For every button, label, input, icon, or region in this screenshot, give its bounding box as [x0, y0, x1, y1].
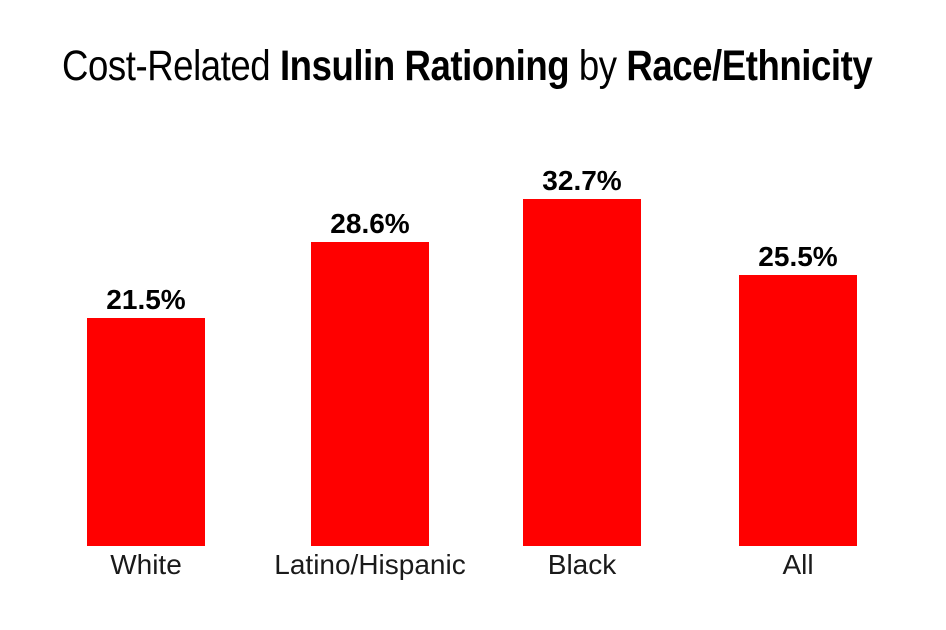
bar-category-label: White: [110, 549, 182, 580]
bar: [523, 199, 641, 546]
bar-value-label: 32.7%: [542, 165, 622, 197]
bar-category-label: Latino/Hispanic: [274, 549, 466, 580]
bar-value-label: 25.5%: [758, 241, 838, 273]
chart-title: Cost-Related Insulin Rationing by Race/E…: [62, 40, 946, 94]
title-segment-bold: Insulin Rationing: [279, 42, 570, 90]
bar: [739, 275, 857, 546]
bar: [311, 242, 429, 546]
bar: [87, 318, 205, 546]
chart-title-text: Cost-Related Insulin Rationing by Race/E…: [62, 40, 873, 94]
bar-value-label: 28.6%: [330, 208, 410, 240]
bar-value-label: 21.5%: [106, 284, 186, 316]
title-segment-bold: Race/Ethnicity: [626, 42, 873, 90]
bar-category-label: Black: [547, 549, 617, 580]
bar-category-label: All: [782, 549, 814, 580]
title-segment-regular: Cost-Related: [62, 42, 280, 90]
title-segment-regular: by: [569, 42, 627, 90]
